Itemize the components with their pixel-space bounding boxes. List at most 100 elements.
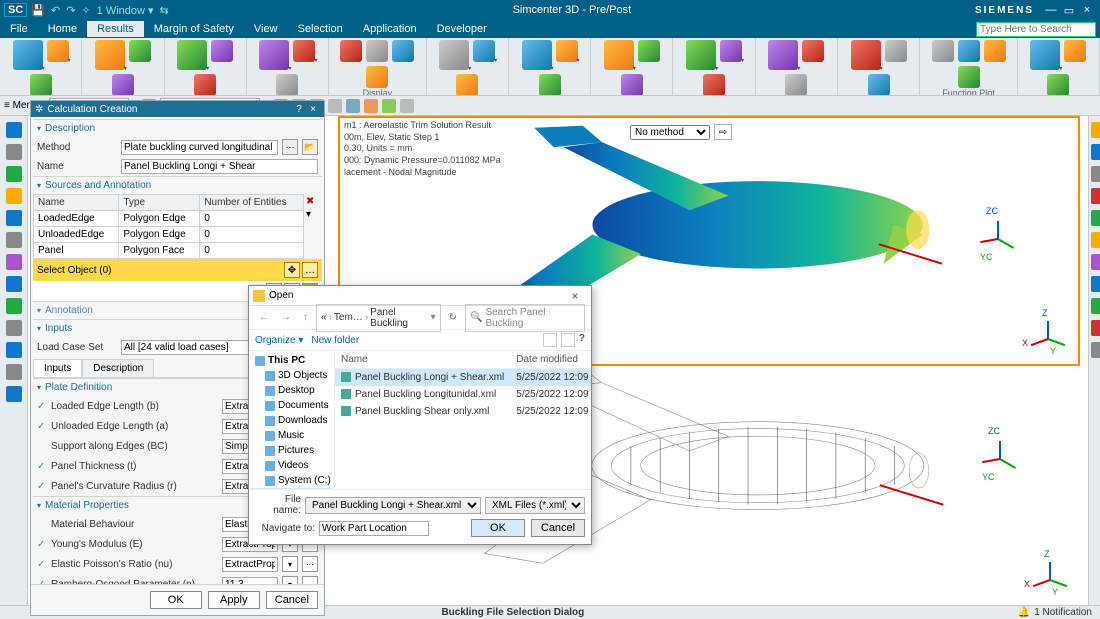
right-tool-6[interactable] <box>1091 254 1100 270</box>
filename-input[interactable]: Panel Buckling Longi + Shear.xml <box>305 497 481 514</box>
ribbon-button[interactable]: ▾ <box>259 40 289 70</box>
file-column-header[interactable]: Name <box>335 351 510 369</box>
view-mode-button[interactable] <box>543 333 557 347</box>
ribbon-button[interactable] <box>366 66 388 88</box>
ribbon-button[interactable] <box>638 40 660 62</box>
menu-tab-application[interactable]: Application <box>353 21 427 37</box>
menu-tab-view[interactable]: View <box>244 21 288 37</box>
table-remove-button[interactable]: ✖ <box>306 196 320 207</box>
left-tool-7[interactable] <box>6 276 22 292</box>
ribbon-button[interactable] <box>868 74 890 96</box>
tree-node[interactable]: Documents <box>251 398 332 413</box>
property-value[interactable] <box>222 577 278 585</box>
left-tool-3[interactable] <box>6 188 22 204</box>
help-button[interactable]: ? <box>579 333 585 347</box>
select-more-button[interactable]: … <box>302 262 318 278</box>
table-row[interactable]: UnloadedEdgePolygon Edge0 <box>34 227 304 243</box>
ribbon-button[interactable] <box>621 74 643 96</box>
ribbon-button[interactable] <box>456 74 478 96</box>
dialog-header[interactable]: ✲ Calculation Creation ? × <box>31 101 324 117</box>
property-dropdown[interactable]: ▾ <box>282 576 298 584</box>
tree-node[interactable]: This PC <box>251 353 332 368</box>
ribbon-button[interactable]: ▾ <box>768 40 798 70</box>
close-button[interactable]: × <box>1078 4 1096 16</box>
qat-save-icon[interactable]: 💾 <box>31 4 45 17</box>
path-segment[interactable]: Tem… <box>334 312 363 323</box>
ribbon-button[interactable]: ▾ <box>95 40 125 70</box>
ribbon-button[interactable]: ▾ <box>13 40 43 70</box>
ribbon-button[interactable] <box>958 40 980 62</box>
ribbon-button[interactable] <box>785 74 807 96</box>
method-go-button[interactable]: ⇨ <box>714 124 732 140</box>
ribbon-button[interactable] <box>958 66 980 88</box>
file-column-header[interactable]: Date modified <box>510 351 591 369</box>
ribbon-button[interactable]: ▾ <box>439 40 469 70</box>
ribbon-button[interactable]: ▾ <box>720 40 742 62</box>
nav-up[interactable]: ↑ <box>299 312 312 323</box>
left-tool-4[interactable] <box>6 210 22 226</box>
left-tool-2[interactable] <box>6 166 22 182</box>
right-tool-1[interactable] <box>1091 144 1100 160</box>
ribbon-button[interactable]: ▾ <box>556 40 578 62</box>
sb-icon-5[interactable] <box>346 99 360 113</box>
calc-apply-button[interactable]: Apply <box>208 591 260 609</box>
method-open-button[interactable]: 📂 <box>302 139 318 155</box>
ribbon-button[interactable] <box>276 74 298 96</box>
ribbon-button[interactable]: ▾ <box>604 40 634 70</box>
file-row[interactable]: Panel Buckling Longi + Shear.xml5/25/202… <box>335 369 591 387</box>
ribbon-button[interactable] <box>885 40 907 62</box>
file-filter-select[interactable]: XML Files (*.xml) <box>485 497 585 514</box>
open-cancel-button[interactable]: Cancel <box>531 519 585 537</box>
right-tool-9[interactable] <box>1091 320 1100 336</box>
tree-node[interactable]: Pictures <box>251 443 332 458</box>
help-search-input[interactable] <box>976 22 1096 37</box>
nav-refresh[interactable]: ↻ <box>445 312 461 323</box>
nav-forward[interactable]: → <box>277 312 295 323</box>
path-bar[interactable]: « › Tem… › Panel Buckling ▾ <box>316 304 441 332</box>
select-object-bar[interactable]: Select Object (0) ✥ … <box>33 259 322 281</box>
ribbon-button[interactable] <box>129 40 151 62</box>
left-tool-11[interactable] <box>6 364 22 380</box>
left-tool-6[interactable] <box>6 254 22 270</box>
tree-node[interactable]: Videos <box>251 458 332 473</box>
left-tool-8[interactable] <box>6 298 22 314</box>
section-description[interactable]: Description <box>33 119 322 137</box>
qat-touch-icon[interactable]: ✧ <box>81 4 90 17</box>
name-input[interactable] <box>121 159 318 174</box>
ribbon-button[interactable] <box>366 40 388 62</box>
open-ok-button[interactable]: OK <box>471 519 525 537</box>
minimize-button[interactable]: — <box>1042 4 1060 16</box>
help-icon[interactable]: ? <box>292 104 306 115</box>
ribbon-button[interactable] <box>194 74 216 96</box>
tree-node[interactable]: 3D Objects <box>251 368 332 383</box>
ribbon-button[interactable]: ▾ <box>47 40 69 62</box>
ribbon-button[interactable]: ▾ <box>686 40 716 70</box>
qat-window-menu[interactable]: 1 Window ▾ <box>97 4 154 17</box>
ribbon-button[interactable]: ▾ <box>522 40 552 70</box>
notification-badge[interactable]: 🔔 1 Notification <box>1018 607 1092 618</box>
menu-tab-margin-of-safety[interactable]: Margin of Safety <box>144 21 244 37</box>
file-search[interactable]: 🔍 Search Panel Buckling <box>465 304 585 332</box>
right-tool-7[interactable] <box>1091 276 1100 292</box>
qat-switch-icon[interactable]: ⇆ <box>160 4 169 17</box>
calc-cancel-button[interactable]: Cancel <box>266 591 318 609</box>
restore-button[interactable]: ▭ <box>1060 4 1078 17</box>
file-row[interactable]: Panel Buckling Shear only.xml5/25/2022 1… <box>335 403 591 420</box>
qat-undo-icon[interactable]: ↶ <box>51 4 60 17</box>
method-browse-button[interactable]: ⋯ <box>282 139 298 155</box>
table-row[interactable]: LoadedEdgePolygon Edge0 <box>34 211 304 227</box>
menu-tab-developer[interactable]: Developer <box>427 21 497 37</box>
menu-tab-results[interactable]: Results <box>87 21 144 37</box>
left-tool-12[interactable] <box>6 386 22 402</box>
ribbon-button[interactable]: ▾ <box>177 40 207 70</box>
property-action[interactable]: ⋯ <box>302 576 318 584</box>
new-folder-button[interactable]: New folder <box>311 335 359 346</box>
ribbon-button[interactable] <box>703 74 725 96</box>
path-segment[interactable]: « <box>321 312 327 323</box>
menu-tab-home[interactable]: Home <box>38 21 87 37</box>
right-tool-10[interactable] <box>1091 342 1100 358</box>
left-tool-10[interactable] <box>6 342 22 358</box>
right-tool-8[interactable] <box>1091 298 1100 314</box>
ribbon-button[interactable]: ▾ <box>293 40 315 62</box>
right-tool-5[interactable] <box>1091 232 1100 248</box>
